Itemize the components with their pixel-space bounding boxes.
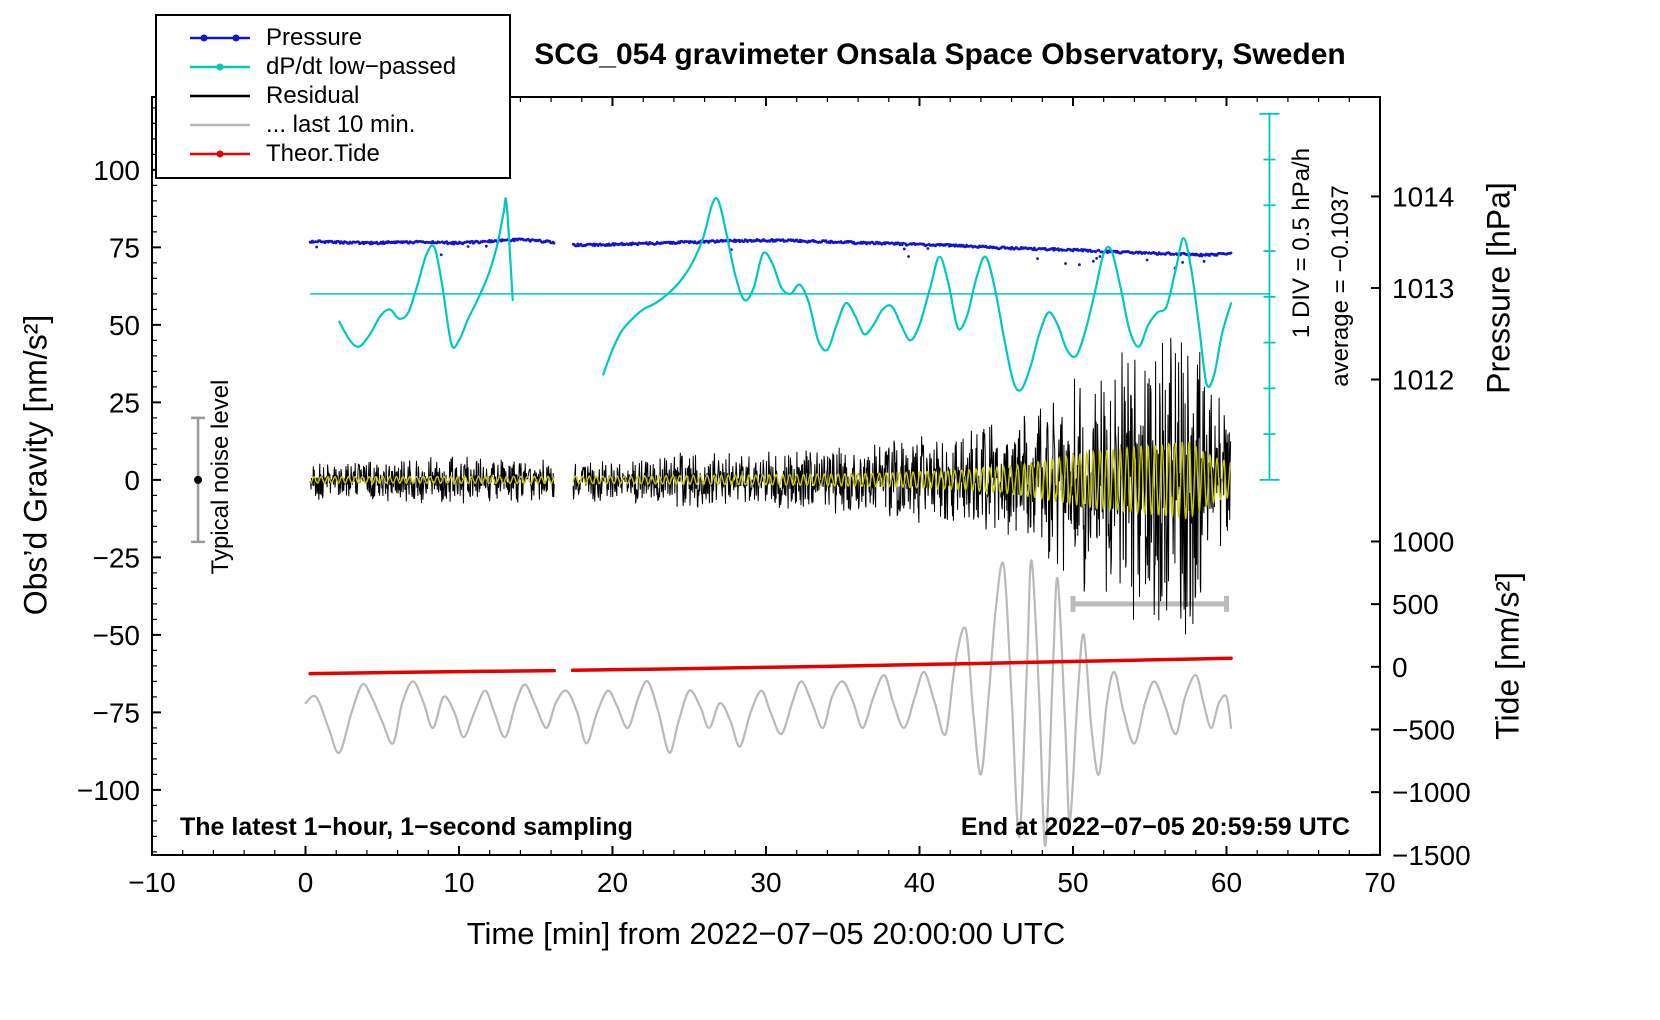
y-axis-title-pressure: Pressure [hPa] <box>1480 182 1517 394</box>
gravity-tick-label: −100 <box>77 775 140 806</box>
tide-tick-label: −500 <box>1392 714 1455 745</box>
x-tick-label: 60 <box>1211 867 1242 898</box>
residual-last-10-min-offset-trace-series <box>304 559 1233 847</box>
legend-marker-line <box>190 94 250 97</box>
gravity-tick-label: −25 <box>93 542 141 573</box>
tide-tick-label: 0 <box>1392 652 1408 683</box>
gravity-tick-label: 100 <box>93 155 140 186</box>
gravity-tick-label: 0 <box>124 465 140 496</box>
tide-tick-label: −1000 <box>1392 777 1471 808</box>
legend-label: ... last 10 min. <box>266 110 416 138</box>
residual-low-passed-oscillation-series <box>309 441 1232 520</box>
y-axis-title-gravity: Obs’d Gravity [nm/s²] <box>17 314 54 616</box>
x-tick-label: −10 <box>128 867 176 898</box>
legend-label: Residual <box>266 81 360 109</box>
gravity-tick-label: 25 <box>109 387 140 418</box>
x-tick-label: 20 <box>597 867 628 898</box>
x-tick-label: 10 <box>443 867 474 898</box>
annotation-div-scale: 1 DIV = 0.5 hPa/h <box>1288 147 1315 339</box>
legend-item: Pressure <box>157 23 509 52</box>
legend-item: Residual <box>157 81 509 110</box>
legend-item: ... last 10 min. <box>157 110 509 139</box>
footer-sampling-note: The latest 1−hour, 1−second sampling <box>180 813 633 841</box>
legend-marker-line <box>190 123 250 126</box>
annotation-average: average = −0.1037 <box>1327 185 1354 387</box>
theor-tide-series <box>308 668 556 676</box>
legend-item: Theor.Tide <box>157 139 509 168</box>
legend-marker-line-2dots <box>190 34 250 41</box>
tide-tick-label: −1500 <box>1392 840 1471 871</box>
legend-marker-line-dot <box>190 63 250 70</box>
legend-label: Theor.Tide <box>266 139 380 167</box>
pressure-tick-label: 1014 <box>1392 181 1454 212</box>
residual-series <box>309 337 1232 635</box>
x-tick-label: 50 <box>1057 867 1088 898</box>
legend-label: dP/dt low−passed <box>266 52 457 80</box>
tide-tick-label: 1000 <box>1392 526 1454 557</box>
x-tick-label: 40 <box>904 867 935 898</box>
gravity-tick-label: −75 <box>93 697 141 728</box>
dp-dt-low-passed-series <box>602 197 1233 392</box>
pressure-tick-label: 1012 <box>1392 364 1454 395</box>
annotation-noise-level: Typical noise level <box>207 379 234 575</box>
theor-tide-series <box>570 656 1233 673</box>
x-axis-title: Time [min] from 2022−07−05 20:00:00 UTC <box>466 916 1066 951</box>
footer-end-time: End at 2022−07−05 20:59:59 UTC <box>960 813 1350 841</box>
x-tick-label: 30 <box>750 867 781 898</box>
legend-item: dP/dt low−passed <box>157 52 509 81</box>
legend-marker-line-dot <box>190 150 250 157</box>
y-axis-title-tide: Tide [nm/s²] <box>1489 572 1526 740</box>
tide-tick-label: 500 <box>1392 589 1439 620</box>
noise-level-dot <box>194 475 203 484</box>
page-title: SCG_054 gravimeter Onsala Space Observat… <box>534 38 1346 71</box>
x-tick-label: 0 <box>298 867 314 898</box>
x-tick-label: 70 <box>1364 867 1395 898</box>
gravity-tick-label: −50 <box>93 620 141 651</box>
gravity-tick-label: 50 <box>109 310 140 341</box>
dp-dt-low-passed-series <box>338 197 514 349</box>
gravity-tick-label: 75 <box>109 232 140 263</box>
legend: Pressure dP/dt low−passed Residual... last… <box>155 14 511 179</box>
legend-label: Pressure <box>266 23 363 51</box>
pressure-tick-label: 1013 <box>1392 273 1454 304</box>
pressure-series <box>308 237 1233 270</box>
